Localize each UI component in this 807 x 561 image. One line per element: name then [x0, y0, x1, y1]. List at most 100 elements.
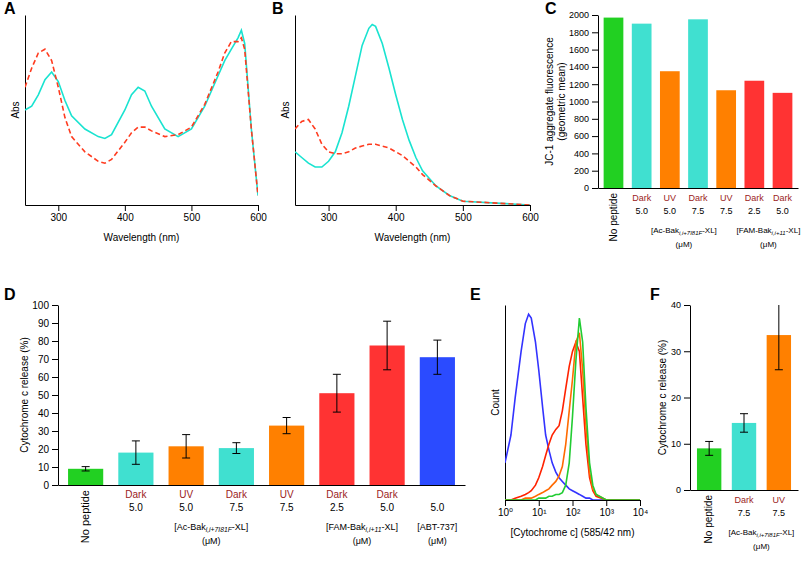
y-axis-tick-label: 1000	[569, 97, 589, 107]
y-axis: 0200400600800100012001400160018002000	[569, 10, 599, 193]
x-axis-tick: 10³	[600, 500, 615, 518]
group-label-part: -XL]	[702, 226, 717, 235]
x-axis-tick: 10⁴	[633, 500, 648, 518]
bar	[632, 24, 652, 188]
y-axis-tick: 50	[38, 390, 58, 401]
concentration-label: 5.0	[430, 502, 444, 513]
error-bar-cap	[232, 453, 240, 454]
x-axis-tick: 600	[250, 205, 267, 223]
group-label-subscript: i,i+7I81F	[679, 230, 703, 236]
error-bar	[775, 305, 783, 370]
group-label-subscript: i,i+11	[366, 526, 382, 533]
y-axis-tick-mark	[592, 102, 598, 103]
error-bar	[383, 321, 391, 370]
y-axis: 010203040	[671, 300, 691, 495]
condition-label: Dark	[125, 489, 147, 500]
x-axis-tick-mark	[58, 205, 59, 211]
y-axis-tick-label: 90	[38, 318, 50, 329]
y-axis-tick-label: 100	[32, 300, 49, 311]
y-axis-tick-label: 20	[38, 444, 50, 455]
error-bar-cap	[740, 413, 748, 414]
y-axis-tick-label: 80	[38, 336, 50, 347]
error-bar	[182, 435, 190, 458]
y-axis-tick-mark	[592, 136, 598, 137]
x-axis-title: Wavelength (nm)	[375, 232, 451, 243]
y-axis-tick-mark	[592, 119, 598, 120]
group-unit: (μM)	[760, 240, 777, 249]
error-bar	[283, 418, 291, 434]
y-axis-title: JC-1 aggregate fluorescence	[544, 37, 555, 166]
condition-label: UV	[179, 489, 193, 500]
x-axis-tick-label: 300	[50, 212, 67, 223]
error-bar-stem	[135, 441, 136, 464]
y-axis-tick: 30	[671, 347, 690, 357]
y-axis-tick: 30	[38, 426, 58, 437]
y-axis-tick-label: 40	[671, 300, 681, 310]
y-axis-tick-mark	[52, 377, 58, 378]
y-axis-line	[505, 306, 506, 501]
y-axis-tick-label: 20	[671, 393, 681, 403]
x-axis	[59, 485, 466, 486]
y-axis-tick: 1800	[569, 28, 598, 38]
y-axis-tick-mark	[52, 323, 58, 324]
panel-label: A	[4, 0, 16, 17]
y-axis-tick-label: 0	[43, 480, 49, 491]
concentration-label: 5.0	[179, 502, 193, 513]
bar	[68, 469, 103, 485]
concentration-label: 2.5	[330, 502, 344, 513]
x-axis	[599, 188, 799, 189]
concentration-label: 7.5	[692, 206, 705, 216]
x-axis-tick: 300	[321, 205, 338, 223]
condition-label: Dark	[377, 489, 399, 500]
category-label: No peptide	[79, 490, 91, 543]
error-bar	[232, 443, 240, 454]
x-axis-tick: 600	[522, 205, 539, 223]
error-bar-cap	[433, 340, 441, 341]
error-bar-stem	[387, 321, 388, 370]
y-axis-tick: 1400	[569, 62, 598, 72]
condition-label: Dark	[734, 495, 754, 505]
condition-label: Dark	[745, 193, 765, 203]
error-bar-cap	[82, 466, 90, 467]
y-axis-tick: 40	[38, 408, 58, 419]
y-axis-tick: 40	[671, 300, 690, 310]
concentration-label: 7.5	[738, 508, 751, 518]
x-axis-tick: 500	[455, 205, 472, 223]
x-axis-tick-mark	[329, 205, 330, 211]
x-axis: 300400500600	[26, 205, 268, 223]
y-axis-title: (geometric mean)	[556, 62, 567, 140]
y-axis-line	[598, 16, 599, 189]
panel-label: B	[272, 0, 284, 17]
group-label-subscript: i,i+11	[772, 230, 786, 236]
y-axis-tick: 20	[38, 444, 58, 455]
y-axis	[295, 16, 296, 206]
x-axis-tick-mark	[191, 205, 192, 211]
error-bar-stem	[437, 340, 438, 374]
x-axis-tick: 10⁰	[498, 500, 513, 518]
x-axis-tick: 400	[388, 205, 405, 223]
y-axis-tick-label: 600	[574, 131, 589, 141]
y-axis-tick-label: 10	[38, 462, 50, 473]
x-axis-title: Wavelength (nm)	[104, 232, 180, 243]
x-axis-tick: 300	[50, 205, 67, 223]
series-line	[505, 318, 640, 500]
error-bar	[705, 441, 713, 455]
y-axis-tick-mark	[684, 490, 690, 491]
group-label: [Ac-Baki,i+7I81F-XL]	[728, 528, 794, 538]
concentration-label: 5.0	[380, 502, 394, 513]
group-label-subscript: i,i+7I81F	[756, 532, 780, 538]
y-axis-tick-label: 40	[38, 408, 50, 419]
series-line	[25, 30, 258, 195]
x-axis-tick-mark	[573, 500, 574, 506]
x-axis-tick: 400	[117, 205, 134, 223]
y-axis-tick: 1200	[569, 80, 598, 90]
panel-label: E	[470, 286, 481, 303]
error-bar-cap	[182, 458, 190, 459]
group-unit: (μM)	[353, 536, 372, 546]
y-axis-tick-label: 50	[38, 390, 50, 401]
error-bar-cap	[705, 441, 713, 442]
group-label-part: -XL]	[381, 522, 398, 532]
y-axis-tick: 400	[574, 149, 598, 159]
y-axis-tick-mark	[52, 359, 58, 360]
bar	[716, 90, 736, 188]
